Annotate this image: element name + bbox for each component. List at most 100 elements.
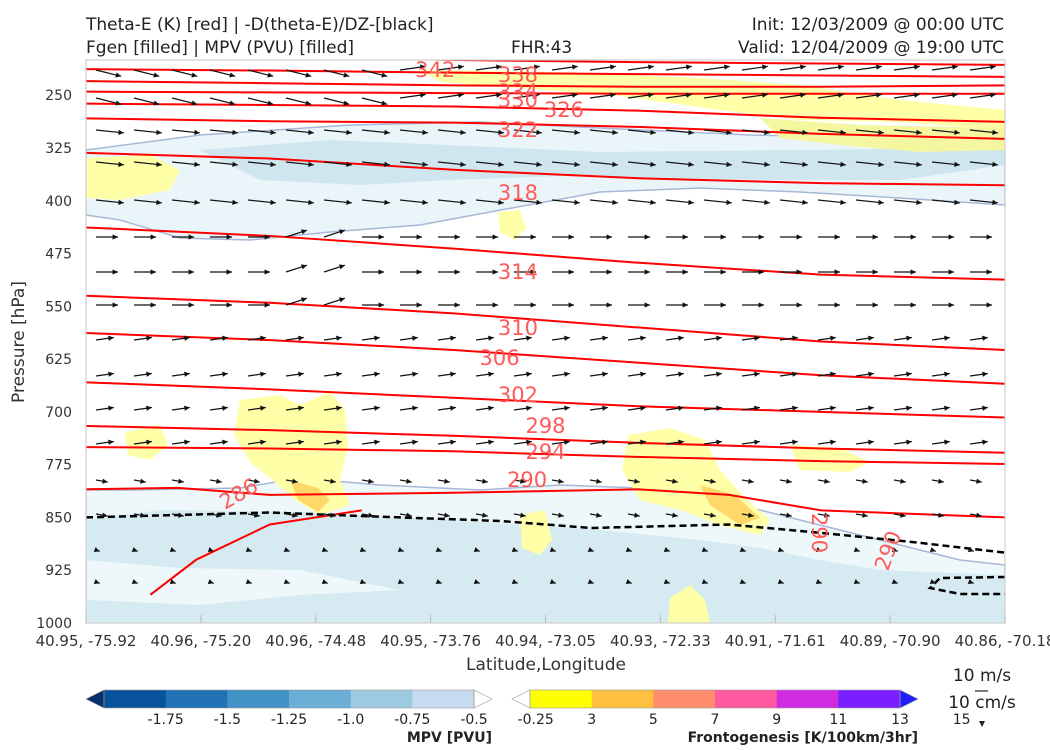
wind-vector [931,129,960,135]
wind-vector [323,229,346,238]
wind-vector [929,547,936,552]
contour-label-342: 342 [415,58,455,82]
wind-vector [855,405,874,411]
wind-vector [931,405,950,411]
wind-vector [171,512,184,518]
wind-vector [248,234,270,240]
wind-vector [665,161,694,167]
wind-vector [627,371,646,377]
wind-vector [323,69,350,78]
contour-label-302: 302 [498,383,538,407]
wind-vector [665,478,678,484]
mpv-fill-upper-core [200,140,1005,185]
colorbar-segment [104,690,167,708]
wind-vector [627,512,640,518]
wind-vector [741,129,770,135]
wind-vector [513,335,532,341]
wind-vector [247,439,266,445]
wind-vector [703,335,722,341]
wind-vector [323,335,342,341]
wind-vector [969,92,996,99]
wind-vector [133,97,160,106]
wind-vector [210,234,232,240]
wind-vector [95,335,114,341]
wind-vector [590,269,612,275]
wind-vector [399,439,418,445]
wind-vector [779,478,792,484]
wind-vector [590,234,612,240]
wind-vector [207,579,214,584]
wind-vector [704,234,726,240]
theta-e-contour-302 [86,381,1005,419]
wind-vector [209,161,238,167]
wind-vector [969,512,982,518]
wind-vector [131,579,138,584]
wind-vector [475,64,502,71]
wind-vector [663,547,670,552]
wind-vector [628,234,650,240]
wind-vector [817,371,836,377]
valid-time-label: Valid: 12/04/2009 @ 19:00 UTC [738,38,1004,58]
wind-vector [514,269,536,275]
y-tick-label: 625 [45,352,72,368]
fgen-fill-mid-left-core [290,480,330,512]
wind-vector [473,547,480,552]
wind-vector [627,405,646,411]
mpv-colorbar: -1.75 -1.5 -1.25 -1.0 -0.75 -0.5 -0.25 [85,689,554,728]
wind-vector [435,579,442,584]
wind-vector [817,64,844,71]
wind-vector [95,69,122,78]
wind-vector [893,64,920,71]
wind-vector [815,547,822,552]
vector-key-horizontal: 10 m/s [953,666,1011,686]
y-tick-label: 475 [45,247,72,263]
wind-vector [665,405,684,411]
wind-vector [133,129,162,135]
wind-vector [475,405,494,411]
theta-e-contour-322 [86,117,1005,140]
wind-vector [475,199,504,205]
y-tick-label: 250 [45,88,72,104]
contour-label-extra: 290 [807,513,831,553]
wind-vector [359,579,366,584]
wind-vector [171,129,200,135]
wind-vector [893,335,912,341]
y-tick-label: 400 [45,194,72,210]
wind-vector [628,302,650,308]
wind-vector [247,512,260,518]
wind-vector [475,161,504,167]
contour-label-306: 306 [480,346,520,370]
wind-vector [95,97,122,106]
wind-vector [361,97,388,106]
colorbar-segment [227,690,290,708]
y-tick-label: 700 [45,405,72,421]
wind-vector [855,512,868,518]
wind-vector [513,439,532,445]
wind-vector [587,547,594,552]
fgen-fill-low-2 [668,585,710,623]
wind-vector [209,129,238,135]
wind-vector [627,439,646,445]
contour-label-314: 314 [498,260,538,284]
wind-vector [285,512,298,518]
wind-vector [134,269,156,275]
wind-vector [589,129,618,135]
wind-vector [513,64,540,71]
wind-vector [855,161,884,167]
wind-vector [703,129,732,135]
wind-vector [739,579,746,584]
theta-e-contour-314 [86,226,1005,281]
wind-vector [134,234,156,240]
contour-label-326: 326 [544,98,584,122]
wind-vector [209,199,238,205]
theta-e-contour-318 [86,151,1005,187]
colorbar-tick-label: -1.75 [148,712,184,728]
wind-vector [552,234,574,240]
wind-vector [171,371,190,377]
wind-vector [855,478,868,484]
wind-vector [969,64,996,71]
fgen-fill-mid-left [234,392,350,515]
wind-vector [551,199,580,205]
theta-e-contour-342 [410,60,1005,66]
